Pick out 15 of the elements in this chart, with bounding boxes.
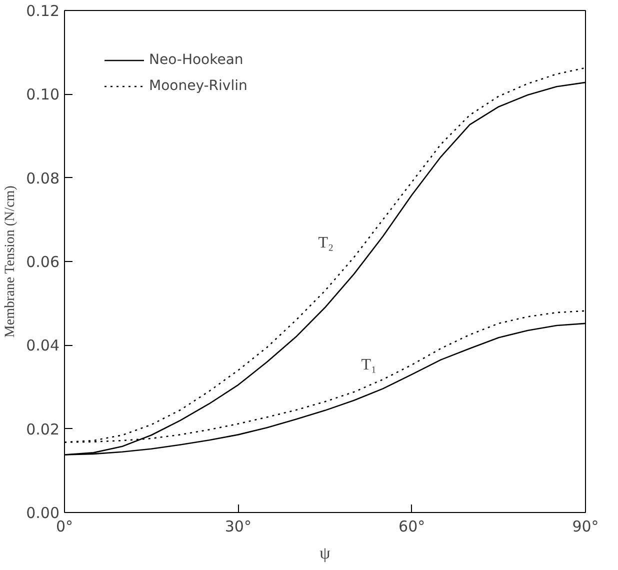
legend-label: Neo-Hookean: [149, 52, 244, 68]
y-axis-title: Membrane Tension (N/cm): [3, 185, 18, 338]
y-tick-label: 0.10: [26, 86, 60, 104]
y-tick-label: 0.06: [26, 253, 60, 271]
x-tick-label: 90°: [572, 518, 599, 536]
legend-label: Mooney-Rivlin: [149, 78, 248, 94]
annotation: T₁: [361, 356, 377, 374]
y-tick-label: 0.08: [26, 169, 60, 188]
y-tick-label: 0.12: [26, 2, 60, 20]
x-axis-title: ψ: [320, 544, 331, 562]
x-tick-label: 30°: [224, 518, 252, 536]
y-tick-label: 0.04: [26, 336, 60, 355]
annotation: T₂: [318, 234, 334, 252]
x-tick-label: 60°: [398, 518, 426, 536]
y-tick-label: 0.02: [26, 420, 60, 438]
